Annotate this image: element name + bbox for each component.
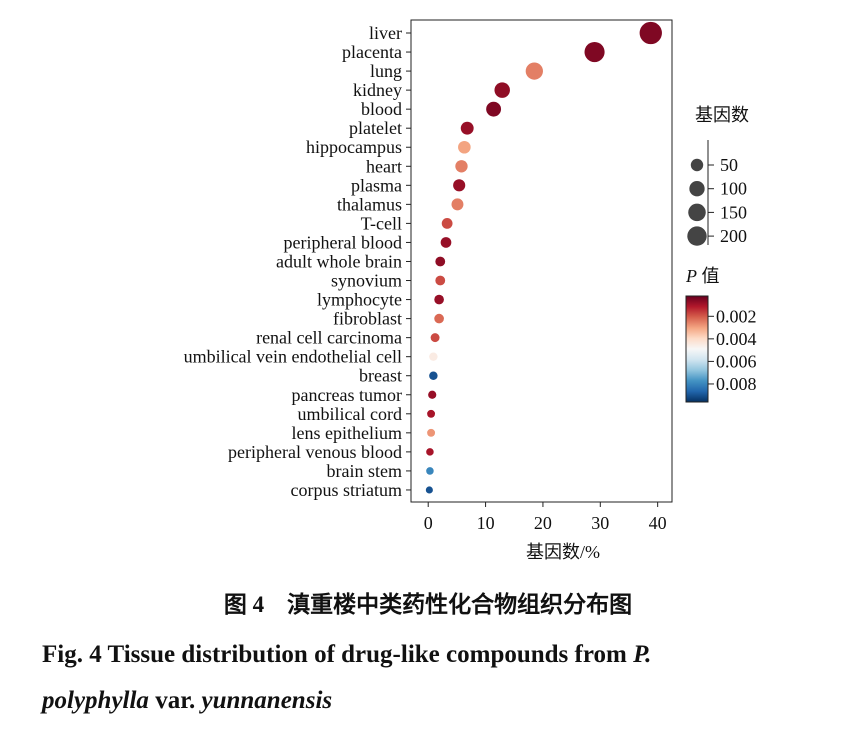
y-tick-label: corpus striatum (291, 480, 402, 500)
bubble (486, 101, 502, 117)
bubble (458, 140, 471, 154)
y-tick-label: breast (359, 366, 402, 386)
text-part: yunnanensis (199, 687, 333, 714)
y-tick-label: renal cell carcinoma (256, 328, 402, 348)
plot-frame (410, 19, 673, 503)
y-tick-label: peripheral venous blood (228, 442, 402, 462)
y-tick-label: lens epithelium (292, 423, 402, 443)
colorbar-label: 0.008 (716, 374, 757, 394)
size-legend-label: 100 (720, 179, 747, 199)
caption-en-line: Fig. 4 Tissue distribution of drug-like … (42, 641, 651, 668)
colorbar-label: 0.002 (716, 306, 757, 326)
y-tick-label: adult whole brain (276, 251, 402, 271)
size-legend-label: 150 (720, 202, 747, 222)
colorbar (685, 295, 709, 403)
bubble (639, 21, 662, 45)
size-legend-label: 200 (720, 226, 747, 246)
text-part: polyphylla (40, 687, 149, 714)
colorbar-label: 0.006 (716, 351, 757, 371)
y-tick-label: plasma (351, 175, 402, 195)
bubble (435, 275, 446, 286)
y-tick-label: heart (366, 156, 402, 176)
y-tick-label: thalamus (337, 194, 402, 214)
size-legend-title: 基因数 (695, 105, 749, 125)
x-tick-label: 20 (534, 513, 552, 533)
y-tick-label: synovium (331, 271, 402, 291)
x-axis-label: 基因数/% (526, 542, 600, 562)
bubble (426, 467, 434, 475)
text-part: 值 (697, 266, 720, 286)
bubble (427, 428, 436, 437)
bubble (430, 333, 440, 343)
bubble (440, 237, 452, 248)
y-tick-label: hippocampus (306, 137, 402, 157)
text-part: P. (632, 641, 651, 668)
caption-en-line: polyphylla var. yunnanensis (40, 687, 332, 714)
color-legend-title: P 值 (685, 266, 720, 286)
bubble (434, 313, 444, 324)
size-legend-dot (687, 226, 707, 246)
bubble (427, 409, 436, 418)
bubble (425, 486, 433, 494)
y-tick-label: placenta (342, 42, 402, 62)
bubble (584, 41, 605, 63)
x-tick-label: 40 (649, 513, 667, 533)
y-tick-label: liver (369, 23, 402, 43)
bubble (426, 448, 434, 456)
y-tick-label: T-cell (361, 213, 402, 233)
bubble (525, 62, 543, 80)
y-tick-label: brain stem (327, 461, 402, 481)
y-tick-label: peripheral blood (284, 232, 402, 252)
text-part: var. (149, 687, 202, 714)
bubble (435, 256, 446, 267)
y-tick-label: blood (361, 99, 402, 119)
size-legend-label: 50 (720, 155, 738, 175)
bubble (453, 179, 466, 192)
x-tick-label: 10 (477, 513, 495, 533)
y-tick-label: lymphocyte (317, 290, 402, 310)
size-legend-dot (690, 158, 704, 172)
size-legend-dot (689, 181, 705, 197)
bubble (429, 371, 438, 380)
bubble (451, 198, 464, 211)
x-tick-label: 30 (591, 513, 609, 533)
colorbar-label: 0.004 (716, 329, 757, 349)
y-tick-label: umbilical vein endothelial cell (184, 347, 402, 367)
text-part: P (685, 266, 697, 286)
bubble (441, 218, 453, 229)
y-tick-label: platelet (349, 118, 402, 138)
x-tick-label: 0 (424, 513, 433, 533)
bubble (434, 294, 444, 305)
y-tick-label: pancreas tumor (292, 385, 402, 405)
y-tick-label: fibroblast (333, 309, 402, 329)
bubble (460, 121, 474, 135)
y-tick-label: kidney (353, 80, 402, 100)
y-tick-label: lung (370, 61, 402, 81)
size-legend-dot (688, 203, 706, 222)
text-part: Fig. 4 Tissue distribution of drug-like … (42, 641, 633, 668)
caption-cn: 图 4 滇重楼中类药性化合物组织分布图 (224, 591, 632, 617)
bubble (455, 160, 468, 173)
bubble (428, 390, 437, 399)
y-tick-label: umbilical cord (298, 404, 402, 424)
bubble (429, 352, 438, 361)
bubble (494, 82, 510, 98)
